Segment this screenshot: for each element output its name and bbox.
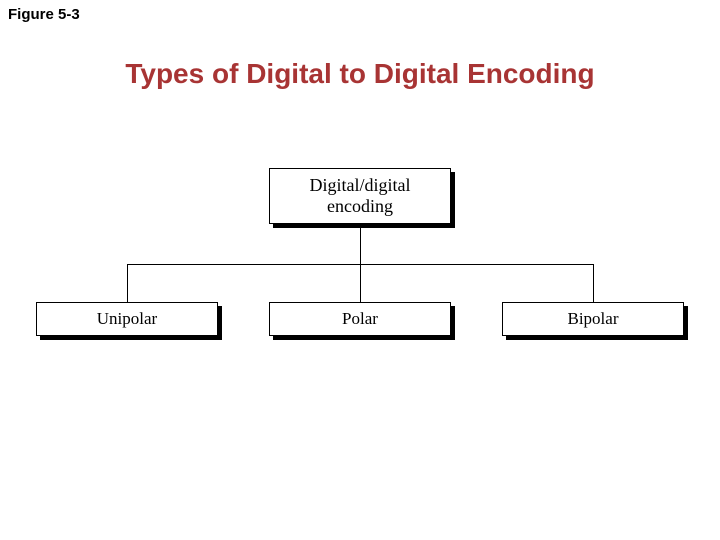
root-box-line1: Digital/digital xyxy=(310,175,411,196)
connector-root-stub xyxy=(360,224,361,264)
child-box-unipolar: Unipolar xyxy=(36,302,218,336)
child-box-polar: Polar xyxy=(269,302,451,336)
connector-child-stub xyxy=(593,264,594,302)
page-title: Types of Digital to Digital Encoding xyxy=(0,58,720,90)
child-box-bipolar: Bipolar xyxy=(502,302,684,336)
connector-child-stub xyxy=(127,264,128,302)
root-box: Digital/digital encoding xyxy=(269,168,451,224)
connector-child-stub xyxy=(360,264,361,302)
root-box-line2: encoding xyxy=(310,196,411,217)
figure-label: Figure 5-3 xyxy=(8,6,80,23)
